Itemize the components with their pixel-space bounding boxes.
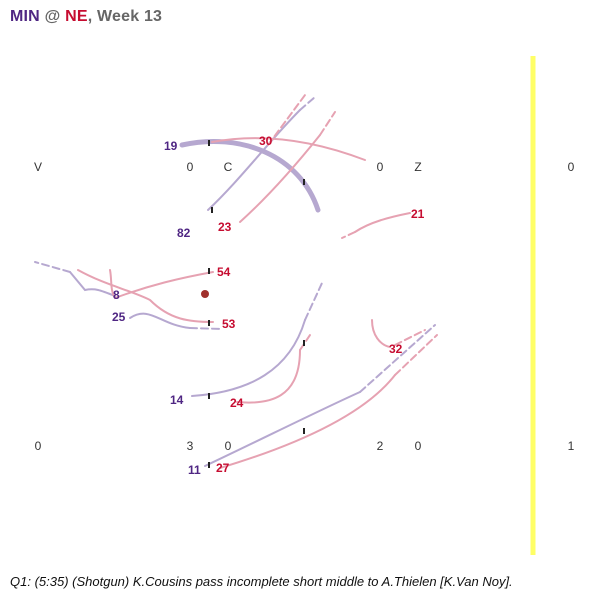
player-label-home: 53 xyxy=(222,317,236,331)
route-home-32-dash xyxy=(394,329,426,346)
player-label-away: 25 xyxy=(112,310,126,324)
player-label-away: 19 xyxy=(164,139,178,153)
player-label-home: 30 xyxy=(259,134,273,148)
yard-label-bottom: 0 xyxy=(225,439,232,453)
route-home-27-dash xyxy=(394,334,438,376)
route-away-25 xyxy=(129,312,191,329)
route-home-24-dash xyxy=(299,334,311,351)
route-away-25-dash xyxy=(189,327,223,330)
away-team: MIN xyxy=(10,8,40,25)
play-description: Q1: (5:35) (Shotgun) K.Cousins pass inco… xyxy=(10,574,513,589)
player-label-home: 21 xyxy=(411,207,425,221)
route-home-21 xyxy=(354,212,411,233)
route-home-27 xyxy=(219,374,396,469)
route-home-30-dash xyxy=(267,94,306,146)
player-label-away: 11 xyxy=(188,463,201,477)
ball-marker xyxy=(201,290,209,298)
route-away-14-dash xyxy=(304,282,323,321)
at-separator: @ xyxy=(44,8,61,25)
route-away-8 xyxy=(69,271,116,297)
route-away-14 xyxy=(191,319,306,397)
play-title: MIN @ NE, Week 13 xyxy=(10,8,162,26)
yard-label-top: 0 xyxy=(568,160,575,174)
yard-label-bottom: 1 xyxy=(568,439,575,453)
player-label-home: 23 xyxy=(218,220,232,234)
week-label: , Week 13 xyxy=(87,8,163,25)
player-label-home: 32 xyxy=(389,342,403,356)
player-label-home: 24 xyxy=(230,396,244,410)
route-away-19 xyxy=(179,139,321,213)
player-label-home: 54 xyxy=(217,265,231,279)
player-label-home: 27 xyxy=(216,461,230,475)
yard-label-bottom: 0 xyxy=(415,439,422,453)
yard-label-top: 0 xyxy=(187,160,194,174)
player-label-away: 82 xyxy=(177,226,191,240)
route-home-53 xyxy=(77,269,214,323)
route-away-8-dash xyxy=(34,261,71,273)
route-home-32 xyxy=(371,319,391,348)
player-label-away: 14 xyxy=(170,393,184,407)
route-home-23 xyxy=(239,134,321,223)
yard-label-top: Z xyxy=(414,160,421,174)
yard-label-bottom: 3 xyxy=(187,439,194,453)
yard-label-top: 0 xyxy=(377,160,384,174)
yard-label-top: V xyxy=(34,160,42,174)
route-away-11-dash xyxy=(359,324,436,393)
route-away-11 xyxy=(204,391,361,467)
yard-label-bottom: 2 xyxy=(377,439,384,453)
route-home-54 xyxy=(109,269,214,300)
home-team: NE xyxy=(65,8,88,25)
route-home-23-dash xyxy=(319,111,336,136)
yard-label-top: C xyxy=(224,160,233,174)
player-label-away: 8 xyxy=(113,288,120,302)
route-home-21-dash xyxy=(341,231,356,239)
route-away-82-dash xyxy=(299,96,316,111)
route-home-30 xyxy=(211,137,366,161)
route-away-82 xyxy=(207,109,301,211)
yard-label-bottom: 0 xyxy=(35,439,42,453)
route-home-24 xyxy=(236,349,301,404)
